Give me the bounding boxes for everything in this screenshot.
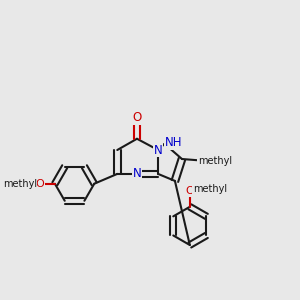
Text: N: N bbox=[154, 143, 162, 157]
Text: N: N bbox=[133, 167, 141, 180]
Text: O: O bbox=[35, 179, 44, 189]
Text: O: O bbox=[132, 111, 142, 124]
Text: O: O bbox=[185, 186, 194, 196]
Text: methyl: methyl bbox=[198, 156, 232, 166]
Text: methyl: methyl bbox=[3, 179, 37, 189]
Text: methyl: methyl bbox=[193, 184, 227, 194]
Text: NH: NH bbox=[165, 136, 182, 149]
